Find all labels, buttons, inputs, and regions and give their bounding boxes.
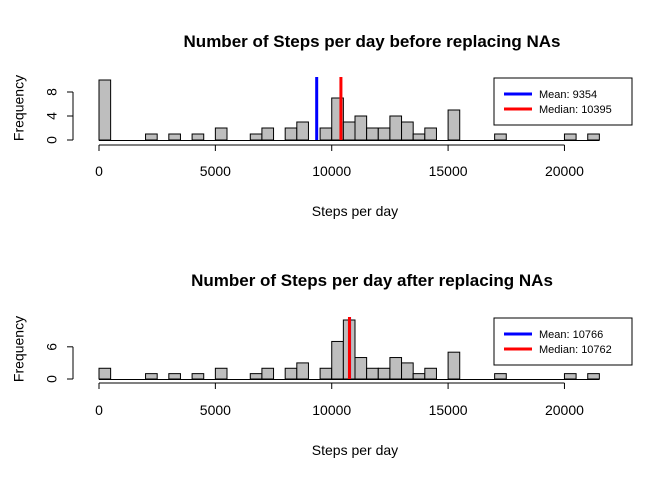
chart2-y-tick-label: 0 — [44, 375, 60, 383]
chart2-histogram-bar — [494, 373, 507, 380]
chart2-histogram-bar — [447, 351, 461, 380]
chart1-histogram-bar — [587, 133, 600, 141]
chart1-title: Number of Steps per day before replacing… — [184, 32, 561, 51]
chart2-histogram-bar — [331, 340, 344, 380]
chart2-histogram-bar — [587, 373, 600, 380]
chart2-x-tick-label: 0 — [95, 402, 103, 418]
chart1-histogram-bar — [389, 115, 403, 141]
chart1-histogram-bar — [377, 127, 391, 141]
chart1-histogram-bar — [354, 115, 368, 141]
chart1-histogram-bar — [249, 133, 263, 141]
chart2-histogram-bar — [377, 367, 391, 380]
chart2-histogram-bar — [412, 373, 426, 380]
chart2-histogram-bar — [249, 373, 263, 380]
chart2-histogram-bar — [261, 367, 275, 380]
chart1-histogram-bar — [214, 127, 228, 141]
chart1-histogram-bar — [424, 127, 437, 141]
chart2-histogram-bar — [354, 357, 368, 380]
chart1-histogram-bar — [319, 127, 333, 141]
chart1-legend-box — [493, 77, 633, 126]
chart1-histogram-bar — [412, 133, 426, 141]
chart1-y-axis-label: Frequency — [11, 75, 27, 141]
chart1-x-tick-label: 10000 — [312, 163, 351, 179]
chart2-y-tick-label: 6 — [44, 343, 60, 351]
chart2-histogram-bar — [389, 357, 403, 380]
chart1-x-axis-label: Steps per day — [312, 203, 398, 219]
chart2-histogram-bar — [214, 367, 228, 380]
chart1-histogram-bar — [145, 133, 158, 141]
chart2-histogram-bar — [168, 373, 181, 380]
chart2-legend-box — [493, 317, 633, 366]
chart2-histogram-bar — [284, 367, 298, 380]
chart1-x-tick-label: 5000 — [200, 163, 231, 179]
chart1-histogram-bar — [284, 127, 298, 141]
chart2-histogram-bar — [98, 367, 112, 380]
chart1-y-tick-label: 0 — [44, 136, 60, 144]
chart1-histogram-bar — [261, 127, 275, 141]
chart2-legend-label: Median: 10762 — [539, 344, 612, 356]
chart2-histogram-bar — [319, 367, 333, 380]
chart1-histogram-bar — [168, 133, 181, 141]
chart1-legend-label: Mean: 9354 — [539, 89, 597, 101]
chart1-histogram-bar — [342, 121, 356, 141]
chart2-histogram-bar — [401, 362, 414, 380]
chart2-x-axis-label: Steps per day — [312, 442, 398, 458]
chart2-histogram-bar — [366, 367, 379, 380]
chart2-title: Number of Steps per day after replacing … — [191, 271, 553, 290]
chart2-histogram-bar — [191, 373, 205, 380]
chart1-x-tick-label: 15000 — [429, 163, 468, 179]
chart2-histogram-bar — [296, 362, 309, 380]
chart2-legend-label: Mean: 10766 — [539, 329, 603, 341]
chart2-histogram-bar — [424, 367, 437, 380]
chart2-histogram-bar — [563, 373, 577, 380]
chart1-histogram-bar — [447, 109, 461, 141]
chart1-x-tick-label: 0 — [95, 163, 103, 179]
chart2-x-tick-label: 20000 — [545, 402, 584, 418]
chart1-histogram-bar — [191, 133, 205, 141]
chart2-histogram-bar — [145, 373, 158, 380]
chart1-histogram-bar — [563, 133, 577, 141]
chart2-y-axis-label: Frequency — [11, 316, 27, 382]
chart1-histogram-bar — [296, 121, 309, 141]
chart1-y-tick-label: 4 — [44, 112, 60, 120]
chart1-histogram-bar — [98, 79, 112, 141]
chart1-histogram-bar — [494, 133, 507, 141]
chart2-x-tick-label: 15000 — [429, 402, 468, 418]
chart2-x-tick-label: 10000 — [312, 402, 351, 418]
chart1-legend-label: Median: 10395 — [539, 104, 612, 116]
chart1-histogram-bar — [401, 121, 414, 141]
chart1-histogram-bar — [366, 127, 379, 141]
chart1-y-tick-label: 8 — [44, 88, 60, 96]
chart1-x-tick-label: 20000 — [545, 163, 584, 179]
chart2-x-tick-label: 5000 — [200, 402, 231, 418]
